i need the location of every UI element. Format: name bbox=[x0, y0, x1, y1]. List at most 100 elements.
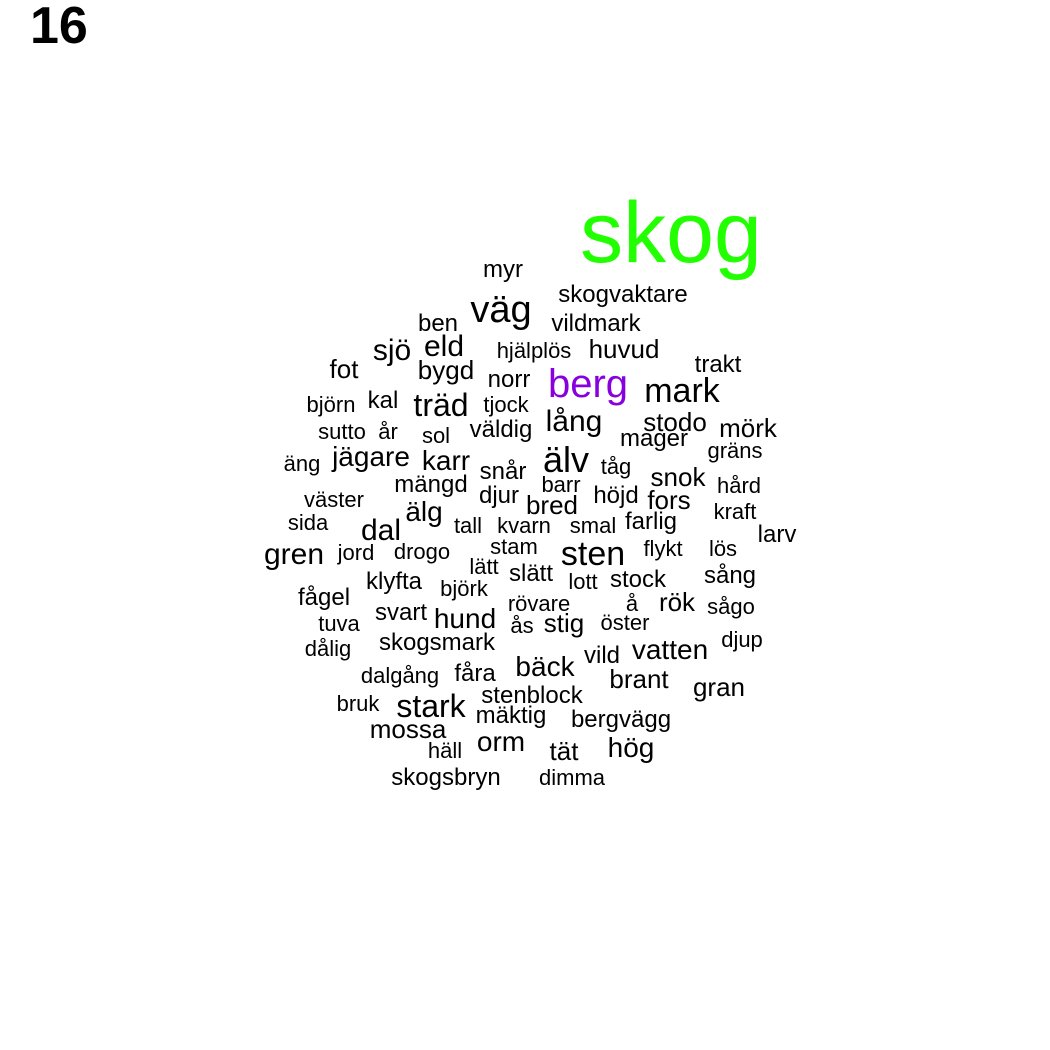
cloud-word: hög bbox=[607, 732, 655, 763]
cloud-word: lätt bbox=[469, 554, 499, 579]
cloud-word: kraft bbox=[713, 499, 757, 524]
cloud-word: stodo bbox=[643, 407, 707, 437]
cloud-word: gren bbox=[263, 538, 325, 571]
cloud-word: stark bbox=[396, 688, 466, 724]
cloud-word: fågel bbox=[297, 584, 351, 611]
cloud-word: jord bbox=[337, 540, 375, 565]
cloud-word: ås bbox=[510, 613, 534, 638]
cloud-word: rök bbox=[658, 587, 696, 617]
cloud-word: sågo bbox=[707, 594, 755, 619]
cloud-word: norr bbox=[487, 366, 531, 393]
cloud-word: bergvägg bbox=[570, 706, 672, 733]
cloud-word: orm bbox=[476, 726, 526, 757]
cloud-word: bygd bbox=[417, 355, 475, 385]
cloud-word: dal bbox=[360, 514, 402, 547]
cloud-word: älv bbox=[542, 439, 590, 480]
cloud-word: drogo bbox=[393, 539, 451, 564]
cloud-word: slätt bbox=[508, 560, 554, 587]
cloud-word: tall bbox=[453, 513, 483, 538]
cloud-word: sutto bbox=[318, 419, 366, 444]
cloud-word: dimma bbox=[538, 765, 606, 790]
cloud-word: dålig bbox=[304, 636, 352, 661]
cloud-word: sjö bbox=[372, 334, 412, 367]
cloud-word: rövare bbox=[507, 591, 571, 616]
cloud-word: eld bbox=[423, 330, 465, 363]
cloud-word: vildmark bbox=[551, 310, 641, 337]
cloud-word: höjd bbox=[593, 482, 639, 509]
cloud-word: äng bbox=[283, 451, 321, 476]
cloud-word: vatten bbox=[631, 634, 709, 665]
cloud-word: trakt bbox=[694, 351, 742, 378]
cloud-word: huvud bbox=[588, 334, 660, 364]
cloud-word: väster bbox=[304, 487, 364, 512]
cloud-word: skogsmark bbox=[378, 629, 496, 656]
cloud-word: sten bbox=[560, 535, 626, 573]
cloud-word: hjälplös bbox=[496, 338, 572, 363]
cloud-word: jägare bbox=[332, 441, 410, 472]
cloud-word: mörk bbox=[719, 413, 777, 443]
cloud-word: stig bbox=[543, 608, 585, 638]
cloud-word: snår bbox=[479, 458, 527, 485]
cloud-word: tjock bbox=[483, 392, 529, 417]
cloud-word: kal bbox=[367, 387, 399, 414]
cloud-word: mager bbox=[619, 425, 689, 452]
cloud-word: år bbox=[378, 419, 398, 444]
cloud-word: smal bbox=[569, 513, 617, 538]
cloud-word: vild bbox=[583, 642, 621, 669]
cloud-word: mängd bbox=[394, 471, 468, 498]
cloud-word: fors bbox=[647, 485, 691, 515]
cloud-word: skogsbryn bbox=[391, 764, 501, 791]
cloud-word: väg bbox=[470, 289, 532, 331]
cloud-word: lång bbox=[545, 405, 603, 438]
cloud-word: älg bbox=[405, 496, 443, 527]
cloud-word: bruk bbox=[336, 691, 380, 716]
cloud-word: djur bbox=[478, 482, 520, 509]
cloud-word: bred bbox=[525, 490, 579, 520]
cloud-word: mäktig bbox=[475, 702, 547, 729]
cloud-word: klyfta bbox=[365, 568, 423, 595]
cloud-word: gräns bbox=[707, 438, 763, 463]
cloud-word: å bbox=[625, 591, 639, 616]
cloud-word: stenblock bbox=[481, 682, 583, 709]
cloud-word: sång bbox=[703, 562, 757, 589]
cloud-word: kvarn bbox=[497, 513, 551, 538]
cloud-word: stam bbox=[490, 534, 538, 559]
cloud-word: tåg bbox=[600, 454, 632, 479]
cloud-word: flykt bbox=[643, 536, 683, 561]
cloud-word: barr bbox=[541, 472, 581, 497]
cloud-word: björk bbox=[440, 576, 488, 601]
cloud-word: skog bbox=[580, 185, 762, 281]
cloud-word: brant bbox=[609, 664, 669, 694]
cloud-word: träd bbox=[413, 387, 469, 423]
cloud-word: hård bbox=[716, 473, 762, 498]
panel-number-label: 16 bbox=[30, 0, 88, 55]
cloud-word: larv bbox=[757, 521, 797, 548]
cloud-word: svart bbox=[374, 599, 428, 626]
cloud-word: lott bbox=[568, 569, 598, 594]
cloud-word: fåra bbox=[454, 660, 496, 687]
cloud-word: sida bbox=[287, 510, 329, 535]
cloud-word: farlig bbox=[624, 508, 678, 535]
cloud-word: lös bbox=[708, 536, 738, 561]
cloud-word: myr bbox=[483, 256, 523, 283]
cloud-word: tät bbox=[549, 736, 579, 766]
cloud-word: stock bbox=[609, 566, 667, 593]
cloud-word: björn bbox=[306, 392, 356, 417]
cloud-word: mossa bbox=[369, 714, 447, 744]
cloud-word: gran bbox=[692, 672, 746, 702]
cloud-word: bäck bbox=[515, 651, 575, 682]
cloud-word: berg bbox=[547, 362, 629, 406]
cloud-word: mark bbox=[644, 372, 720, 410]
cloud-word: väldig bbox=[469, 416, 533, 443]
cloud-word: karr bbox=[421, 445, 471, 476]
cloud-word: fot bbox=[329, 354, 359, 384]
cloud-word: häll bbox=[427, 738, 463, 763]
cloud-word: sol bbox=[421, 423, 451, 448]
cloud-word: dalgång bbox=[360, 663, 440, 688]
cloud-word: ben bbox=[417, 310, 459, 337]
cloud-word: hund bbox=[433, 603, 497, 634]
cloud-word: skogvaktare bbox=[558, 281, 688, 308]
cloud-word: djup bbox=[721, 627, 763, 652]
cloud-word: tuva bbox=[318, 611, 360, 636]
